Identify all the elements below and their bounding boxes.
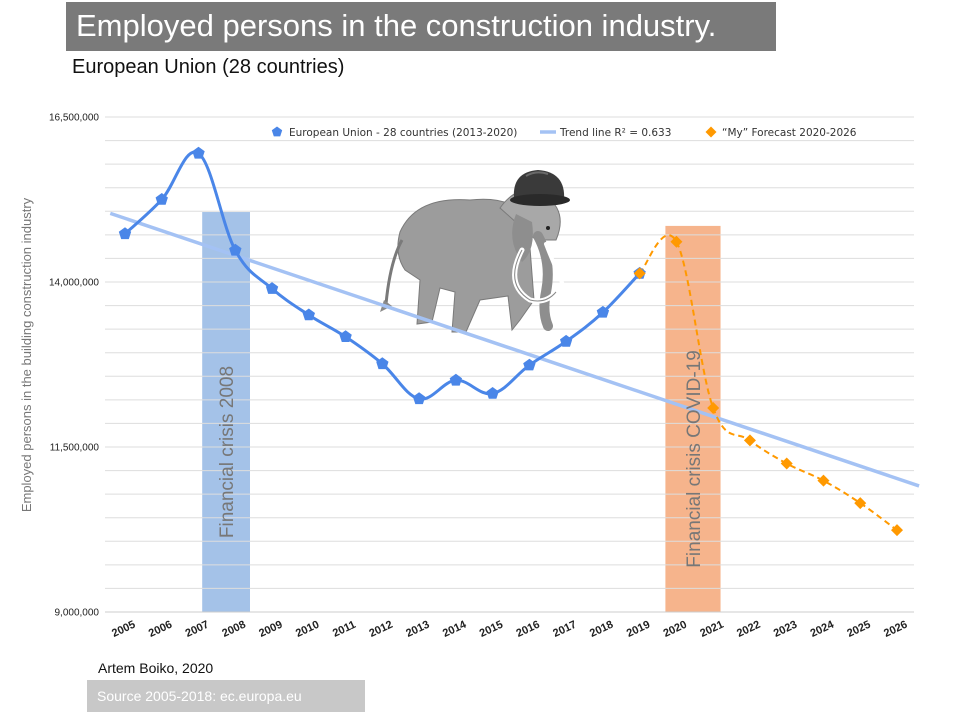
series-markers [118, 146, 903, 537]
mammoth-illustration [380, 170, 570, 333]
x-tick-label: 2005 [110, 619, 137, 640]
x-tick-label: 2010 [294, 619, 321, 640]
eu-point-2006 [155, 193, 168, 205]
y-tick-label: 9,000,000 [55, 608, 100, 619]
x-tick-label: 2014 [441, 618, 469, 640]
eu-point-2016 [523, 358, 536, 371]
x-tick-label: 2007 [184, 619, 211, 640]
legend-forecast-label: “My” Forecast 2020-2026 [722, 127, 857, 139]
eu-series-line [123, 150, 641, 401]
forecast-point-2022 [743, 434, 756, 447]
eu-point-2007 [192, 146, 205, 159]
legend-forecast-marker [705, 126, 717, 138]
x-tick-label: 2013 [404, 619, 431, 640]
x-tick-label: 2008 [220, 619, 247, 640]
legend-trend-label: Trend line R² = 0.633 [559, 127, 671, 139]
forecast-point-2023 [780, 457, 793, 470]
eu-point-2017 [560, 334, 573, 347]
eu-point-2013 [412, 392, 426, 405]
eu-point-2014 [449, 373, 462, 386]
eu-point-2008 [229, 243, 242, 256]
eu-point-2012 [376, 357, 389, 370]
forecast-point-2019 [633, 267, 646, 280]
eu-point-2015 [486, 387, 499, 399]
x-tick-label: 2026 [882, 619, 909, 640]
x-tick-label: 2020 [662, 619, 689, 640]
trend-series-line [109, 211, 920, 488]
legend-eu-marker [271, 126, 283, 137]
x-tick-label: 2017 [551, 619, 578, 640]
x-tick-label: 2019 [625, 619, 652, 640]
x-tick-label: 2011 [331, 619, 358, 640]
legend-eu-label: European Union - 28 countries (2013-2020… [289, 127, 517, 139]
crisis-bands [202, 212, 721, 613]
x-tick-label: 2015 [478, 619, 505, 640]
x-tick-label: 2009 [257, 619, 284, 640]
eu-point-2005 [118, 227, 132, 240]
author-credit: Artem Boiko, 2020 [98, 660, 214, 676]
x-tick-label: 2024 [809, 618, 837, 640]
forecast-point-2021 [707, 402, 720, 415]
y-axis: 9,000,000 11,500,000 14,000,000 16,500,000 [49, 113, 99, 619]
y-tick-label: 14,000,000 [49, 278, 99, 289]
forecast-point-2020 [670, 235, 683, 248]
forecast-point-2024 [817, 474, 830, 487]
trend-line [109, 211, 920, 488]
crisis-label-2: Financial crisis COVID-19 [684, 350, 705, 568]
chart-labels: Employed persons in the building constru… [19, 197, 705, 567]
eu-point-2009 [265, 282, 279, 294]
y-axis-title: Employed persons in the building constru… [19, 197, 34, 512]
forecast-point-2026 [891, 524, 903, 537]
legend: European Union - 28 countries (2013-2020… [271, 126, 857, 139]
eu-point-2011 [339, 330, 352, 342]
eu-point-2010 [302, 308, 315, 321]
x-tick-label: 2012 [367, 619, 394, 640]
x-axis: 2005 2006 2007 2008 2009 2010 2011 2012 2013 2014… [110, 618, 909, 640]
page-title: Employed persons in the construction ind… [66, 2, 776, 51]
y-tick-label: 11,500,000 [50, 443, 100, 454]
x-tick-label: 2022 [735, 619, 762, 640]
forecast-point-2025 [854, 497, 867, 510]
x-tick-label: 2023 [772, 619, 799, 640]
source-label: Source 2005-2018: ec.europa.eu [87, 680, 365, 712]
x-tick-label: 2006 [147, 619, 174, 640]
x-tick-label: 2021 [698, 619, 725, 640]
x-tick-label: 2025 [845, 619, 872, 640]
x-tick-label: 2016 [514, 619, 541, 640]
crisis-band-1 [202, 212, 250, 613]
page-subtitle: European Union (28 countries) [72, 56, 345, 78]
crisis-label-1: Financial crisis 2008 [217, 366, 238, 538]
y-tick-label: 16,500,000 [49, 113, 99, 124]
crisis-band-2 [665, 225, 721, 612]
eu-point-2018 [596, 305, 610, 318]
x-tick-label: 2018 [588, 619, 615, 640]
